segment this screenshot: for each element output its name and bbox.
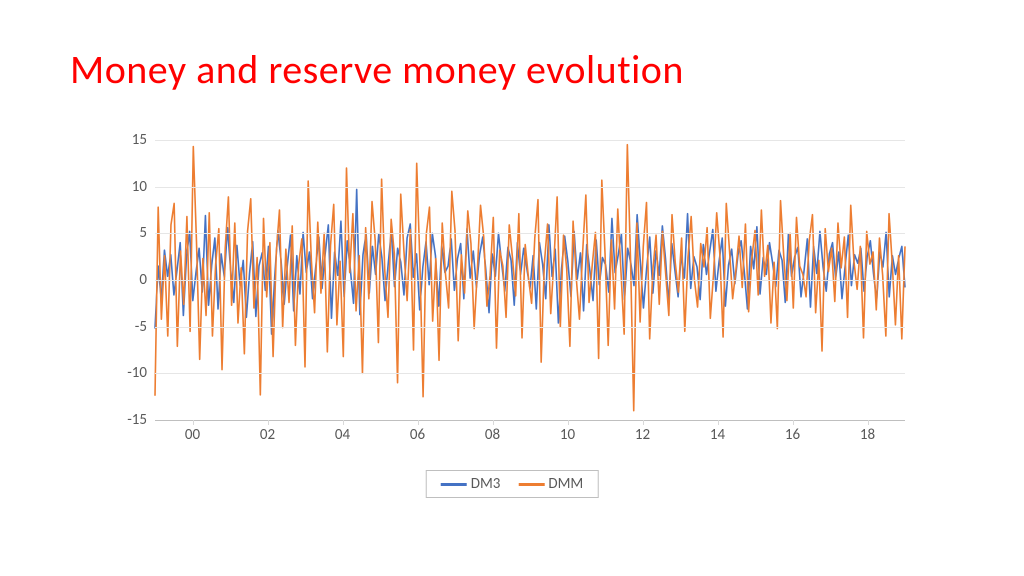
y-axis-label: -5 bbox=[107, 318, 147, 336]
x-tick bbox=[418, 420, 419, 425]
y-axis-label: 0 bbox=[107, 271, 147, 289]
x-tick bbox=[643, 420, 644, 425]
legend-swatch bbox=[518, 483, 544, 485]
x-axis-label: 10 bbox=[560, 426, 575, 444]
x-axis-label: 04 bbox=[335, 426, 350, 444]
x-axis-label: 18 bbox=[860, 426, 875, 444]
gridline bbox=[155, 233, 905, 234]
legend-item: DMM bbox=[518, 475, 583, 493]
plot-area: -15-10-505101500020406081012141618 bbox=[155, 140, 905, 420]
x-tick bbox=[568, 420, 569, 425]
x-tick bbox=[193, 420, 194, 425]
y-axis-label: 5 bbox=[107, 224, 147, 242]
series-line-dmm bbox=[155, 145, 905, 411]
legend-label: DM3 bbox=[471, 475, 501, 493]
x-axis-label: 14 bbox=[710, 426, 725, 444]
x-axis-label: 06 bbox=[410, 426, 425, 444]
legend-swatch bbox=[441, 483, 467, 485]
gridline bbox=[155, 327, 905, 328]
x-tick bbox=[268, 420, 269, 425]
chart-legend: DM3 DMM bbox=[426, 470, 599, 498]
legend-label: DMM bbox=[548, 475, 583, 493]
x-axis-label: 16 bbox=[785, 426, 800, 444]
x-tick bbox=[343, 420, 344, 425]
series-line-dm3 bbox=[155, 189, 905, 334]
x-tick bbox=[793, 420, 794, 425]
y-axis-label: -15 bbox=[107, 411, 147, 429]
y-axis-label: -10 bbox=[107, 364, 147, 382]
x-axis-label: 08 bbox=[485, 426, 500, 444]
gridline bbox=[155, 140, 905, 141]
gridline bbox=[155, 373, 905, 374]
gridline bbox=[155, 187, 905, 188]
x-axis-label: 12 bbox=[635, 426, 650, 444]
y-axis-label: 15 bbox=[107, 131, 147, 149]
legend-item: DM3 bbox=[441, 475, 501, 493]
x-tick bbox=[718, 420, 719, 425]
page-title: Money and reserve money evolution bbox=[70, 45, 684, 94]
x-axis-label: 00 bbox=[185, 426, 200, 444]
x-axis-label: 02 bbox=[260, 426, 275, 444]
y-axis-label: 10 bbox=[107, 178, 147, 196]
gridline bbox=[155, 280, 905, 281]
x-tick bbox=[868, 420, 869, 425]
line-chart: -15-10-505101500020406081012141618 bbox=[115, 140, 905, 450]
slide: Money and reserve money evolution -15-10… bbox=[0, 0, 1024, 576]
x-tick bbox=[493, 420, 494, 425]
